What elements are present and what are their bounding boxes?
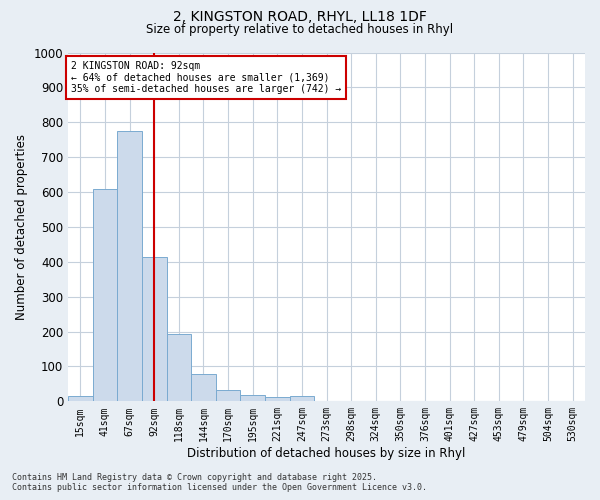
Text: Size of property relative to detached houses in Rhyl: Size of property relative to detached ho… — [146, 22, 454, 36]
Bar — [265, 397, 290, 402]
Bar — [191, 374, 216, 402]
Bar — [241, 395, 265, 402]
Bar — [167, 334, 191, 402]
Y-axis label: Number of detached properties: Number of detached properties — [15, 134, 28, 320]
Text: 2 KINGSTON ROAD: 92sqm
← 64% of detached houses are smaller (1,369)
35% of semi-: 2 KINGSTON ROAD: 92sqm ← 64% of detached… — [71, 61, 341, 94]
Bar — [92, 189, 117, 402]
X-axis label: Distribution of detached houses by size in Rhyl: Distribution of detached houses by size … — [187, 447, 466, 460]
Bar — [290, 396, 314, 402]
Text: 2, KINGSTON ROAD, RHYL, LL18 1DF: 2, KINGSTON ROAD, RHYL, LL18 1DF — [173, 10, 427, 24]
Bar — [142, 258, 167, 402]
Bar — [68, 396, 92, 402]
Text: Contains HM Land Registry data © Crown copyright and database right 2025.
Contai: Contains HM Land Registry data © Crown c… — [12, 473, 427, 492]
Bar — [117, 131, 142, 402]
Bar — [216, 390, 241, 402]
